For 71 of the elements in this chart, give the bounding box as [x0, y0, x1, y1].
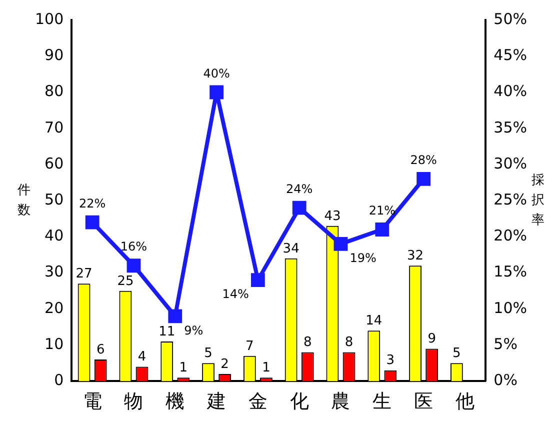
point — [250, 273, 265, 288]
x-tick-label: 物 — [124, 390, 144, 413]
x-tick-label: 機 — [166, 390, 185, 413]
y2-tick-label: 35% — [494, 118, 528, 136]
y-tick-label: 100 — [34, 10, 64, 28]
y-tick-label: 70 — [44, 118, 64, 136]
y-tick-label: 60 — [44, 154, 64, 172]
y-tick-label: 0 — [54, 371, 64, 390]
y-axis-title: 件数 — [18, 182, 30, 218]
data-label: 28% — [410, 153, 437, 168]
data-label: 5 — [204, 346, 212, 362]
y2-tick-label: 25% — [494, 190, 528, 208]
point — [126, 258, 141, 273]
y-tick-label: 40 — [44, 226, 64, 245]
data-label: 4 — [138, 350, 146, 365]
y2-tick-label: 0% — [494, 371, 518, 390]
y2-tick-label: 15% — [494, 262, 528, 281]
data-label: 8 — [344, 335, 354, 350]
y2-tick-label: 10% — [494, 298, 528, 317]
x-tick-label: 金 — [248, 390, 268, 413]
data-label: 32 — [407, 248, 424, 264]
x-tick-label: 化 — [290, 390, 309, 413]
y2-tick-label: 40% — [494, 82, 528, 100]
data-label: 6 — [96, 342, 105, 358]
x-tick-label: 建 — [206, 390, 226, 413]
data-label: 34 — [282, 241, 300, 256]
y2-tick-label: 45% — [494, 46, 528, 64]
y-tick-label: 80 — [44, 82, 64, 100]
data-label: 2 — [220, 356, 229, 372]
data-label: 9 — [428, 332, 436, 347]
data-label: 40% — [203, 66, 230, 80]
data-label: 22% — [78, 196, 106, 210]
data-label: 24% — [286, 182, 313, 196]
data-label: 5 — [452, 346, 461, 362]
data-label: 16% — [120, 240, 148, 254]
y-tick-label: 30 — [44, 262, 64, 281]
data-label: 27 — [76, 266, 92, 282]
y-tick-label: 10 — [44, 334, 64, 353]
data-label: 9% — [184, 323, 204, 338]
data-label: 43 — [324, 208, 341, 224]
point — [416, 172, 431, 186]
y2-tick-label: 50% — [494, 10, 528, 28]
point — [334, 236, 348, 251]
y2-axis-title: 採択率 — [532, 172, 544, 228]
y-tick-label: 20 — [44, 298, 64, 317]
data-label: 8 — [303, 335, 312, 350]
data-label: 7 — [246, 338, 254, 354]
point — [85, 215, 100, 230]
data-label: 11 — [158, 324, 176, 340]
data-label: 19% — [350, 251, 376, 266]
x-tick-label: 農 — [331, 390, 350, 413]
data-label: 1 — [179, 360, 188, 376]
data-label: 3 — [386, 353, 395, 368]
y-tick-label: 50 — [44, 190, 64, 208]
x-tick-label: 医 — [414, 390, 434, 413]
point — [210, 85, 224, 100]
data-label: 1 — [262, 360, 270, 376]
data-label: 21% — [368, 204, 396, 218]
x-tick-label: 他 — [455, 390, 474, 413]
data-label: 25 — [117, 274, 134, 289]
y-tick-label: 90 — [44, 46, 64, 64]
x-tick-label: 電 — [82, 390, 102, 413]
point — [375, 222, 390, 236]
point — [168, 309, 182, 324]
point — [292, 200, 306, 215]
data-label: 14 — [366, 314, 382, 329]
y2-tick-label: 30% — [494, 154, 528, 172]
y2-tick-label: 5% — [494, 334, 518, 353]
x-tick-label: 生 — [372, 390, 392, 413]
data-label: 14% — [222, 287, 249, 302]
y2-tick-label: 20% — [494, 226, 528, 245]
